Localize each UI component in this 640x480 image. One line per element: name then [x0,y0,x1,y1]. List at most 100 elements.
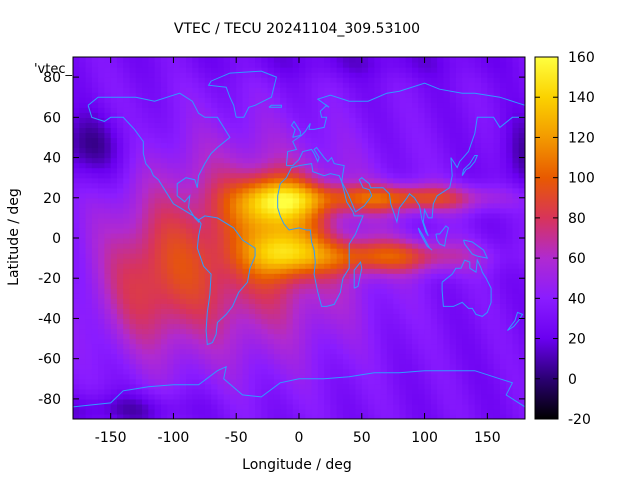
heatmap-cell [286,378,294,385]
heatmap-cell [342,82,350,88]
heatmap-cell [73,263,80,269]
heatmap-cell [280,162,288,169]
heatmap-cell [443,408,451,415]
heatmap-cell [273,343,281,350]
heatmap-cell [292,107,300,113]
heatmap-cell [481,172,488,179]
heatmap-cell [487,378,495,385]
heatmap-cell [399,122,407,128]
heatmap-cell [142,217,149,224]
heatmap-cell [361,398,369,405]
heatmap-cell [349,172,357,179]
heatmap-cell [512,383,520,390]
heatmap-cell [261,413,269,419]
heatmap-cell [311,248,319,254]
heatmap-cell [317,162,325,169]
heatmap-cell [512,408,520,415]
heatmap-cell [173,207,181,214]
heatmap-cell [386,358,394,365]
heatmap-cell [468,273,476,279]
heatmap-cell [292,378,300,385]
heatmap-cell [449,112,457,118]
heatmap-cell [148,313,156,320]
heatmap-cell [412,107,419,113]
heatmap-cell [104,157,112,164]
heatmap-cell [330,348,338,355]
heatmap-cell [217,147,225,154]
heatmap-cell [324,253,331,259]
heatmap-cell [374,403,382,410]
heatmap-cell [160,107,168,113]
heatmap-cell [229,182,237,189]
heatmap-cell [91,232,99,239]
heatmap-cell [412,378,419,385]
heatmap-cell [73,413,80,419]
heatmap-cell [430,408,438,415]
heatmap-cell [355,82,363,88]
heatmap-cell [443,217,451,224]
heatmap-cell [462,293,470,299]
heatmap-cell [399,107,407,113]
heatmap-cell [324,82,331,88]
heatmap-cell [374,278,382,284]
heatmap-cell [129,288,137,294]
heatmap-cell [192,172,200,179]
heatmap-cell [179,102,187,108]
heatmap-cell [474,92,482,98]
heatmap-cell [355,187,363,194]
heatmap-cell [173,323,181,330]
heatmap-cell [261,383,269,390]
heatmap-cell [116,197,124,204]
heatmap-cell [135,288,143,294]
heatmap-cell [192,182,200,189]
heatmap-cell [355,172,363,179]
heatmap-cell [280,192,288,199]
heatmap-cell [267,348,275,355]
heatmap-cell [273,127,281,134]
heatmap-cell [305,217,313,224]
heatmap-cell [91,338,99,345]
heatmap-cell [430,358,438,365]
heatmap-cell [211,217,218,224]
heatmap-cell [179,338,187,345]
heatmap-cell [129,333,137,340]
heatmap-cell [468,97,476,103]
heatmap-cell [518,413,525,419]
heatmap-cell [142,338,149,345]
heatmap-cell [292,413,300,419]
heatmap-cell [355,318,363,325]
heatmap-cell [481,378,488,385]
heatmap-cell [368,82,375,88]
heatmap-cell [179,248,187,254]
heatmap-cell [248,253,256,259]
heatmap-cell [317,212,325,219]
heatmap-cell [493,348,501,355]
heatmap-cell [267,338,275,345]
heatmap-cell [261,207,269,214]
heatmap-cell [311,363,319,370]
heatmap-cell [499,92,507,98]
heatmap-cell [361,278,369,284]
heatmap-cell [430,398,438,405]
heatmap-cell [311,162,319,169]
heatmap-cell [418,192,426,199]
heatmap-cell [179,333,187,340]
heatmap-cell [223,132,231,139]
heatmap-cell [430,263,438,269]
heatmap-cell [374,353,382,360]
heatmap-cell [424,403,432,410]
heatmap-cell [148,127,156,134]
heatmap-cell [386,112,394,118]
heatmap-cell [91,358,99,365]
heatmap-cell [468,293,476,299]
heatmap-cell [85,388,93,395]
heatmap-cell [192,217,200,224]
heatmap-cell [129,192,137,199]
heatmap-cell [336,343,344,350]
heatmap-cell [167,142,175,149]
heatmap-cell [349,97,357,103]
heatmap-cell [79,308,87,315]
heatmap-cell [342,217,350,224]
heatmap-cell [430,102,438,108]
heatmap-cell [229,107,237,113]
